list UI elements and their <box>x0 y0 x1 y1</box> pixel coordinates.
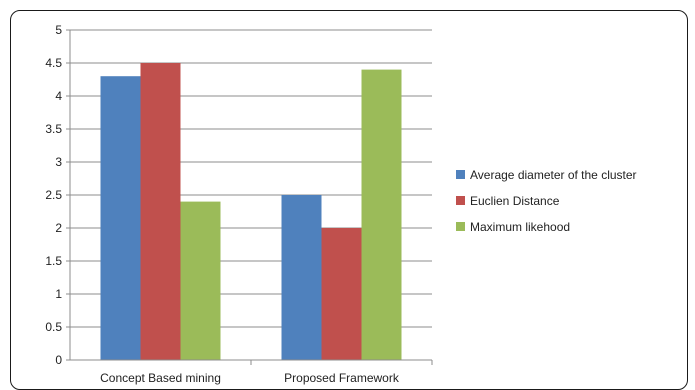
bar <box>140 63 181 360</box>
bar <box>361 69 402 360</box>
bar <box>100 76 141 360</box>
y-tick-label: 4 <box>55 89 62 103</box>
y-tick-label: 3 <box>55 155 62 169</box>
y-tick-label: 2 <box>55 221 62 235</box>
bars <box>100 63 402 360</box>
legend-swatch <box>456 222 465 231</box>
axes: 0 0.5 1 1.5 2 2.5 3 3.5 4 4.5 5 Concept Based minin… <box>45 23 433 385</box>
legend-label: Maximum likehood <box>470 220 570 234</box>
legend-label: Euclien Distance <box>470 194 560 208</box>
legend-swatch <box>456 196 465 205</box>
bar <box>321 228 362 360</box>
y-tick-label: 2.5 <box>45 188 62 202</box>
bar <box>180 201 221 360</box>
y-tick-label: 1 <box>55 287 62 301</box>
y-tick-label: 5 <box>55 23 62 37</box>
y-tick-label: 4.5 <box>45 56 62 70</box>
legend-swatch <box>456 170 465 179</box>
legend-label: Average diameter of the cluster <box>470 168 637 182</box>
x-category-label: Proposed Framework <box>284 371 400 385</box>
y-tick-label: 0 <box>55 353 62 367</box>
legend: Average diameter of the cluster Euclien D… <box>456 168 637 234</box>
y-tick-label: 1.5 <box>45 254 62 268</box>
y-tick-label: 0.5 <box>45 320 62 334</box>
x-category-label: Concept Based mining <box>100 371 221 385</box>
y-tick-label: 3.5 <box>45 122 62 136</box>
bar <box>281 195 322 360</box>
